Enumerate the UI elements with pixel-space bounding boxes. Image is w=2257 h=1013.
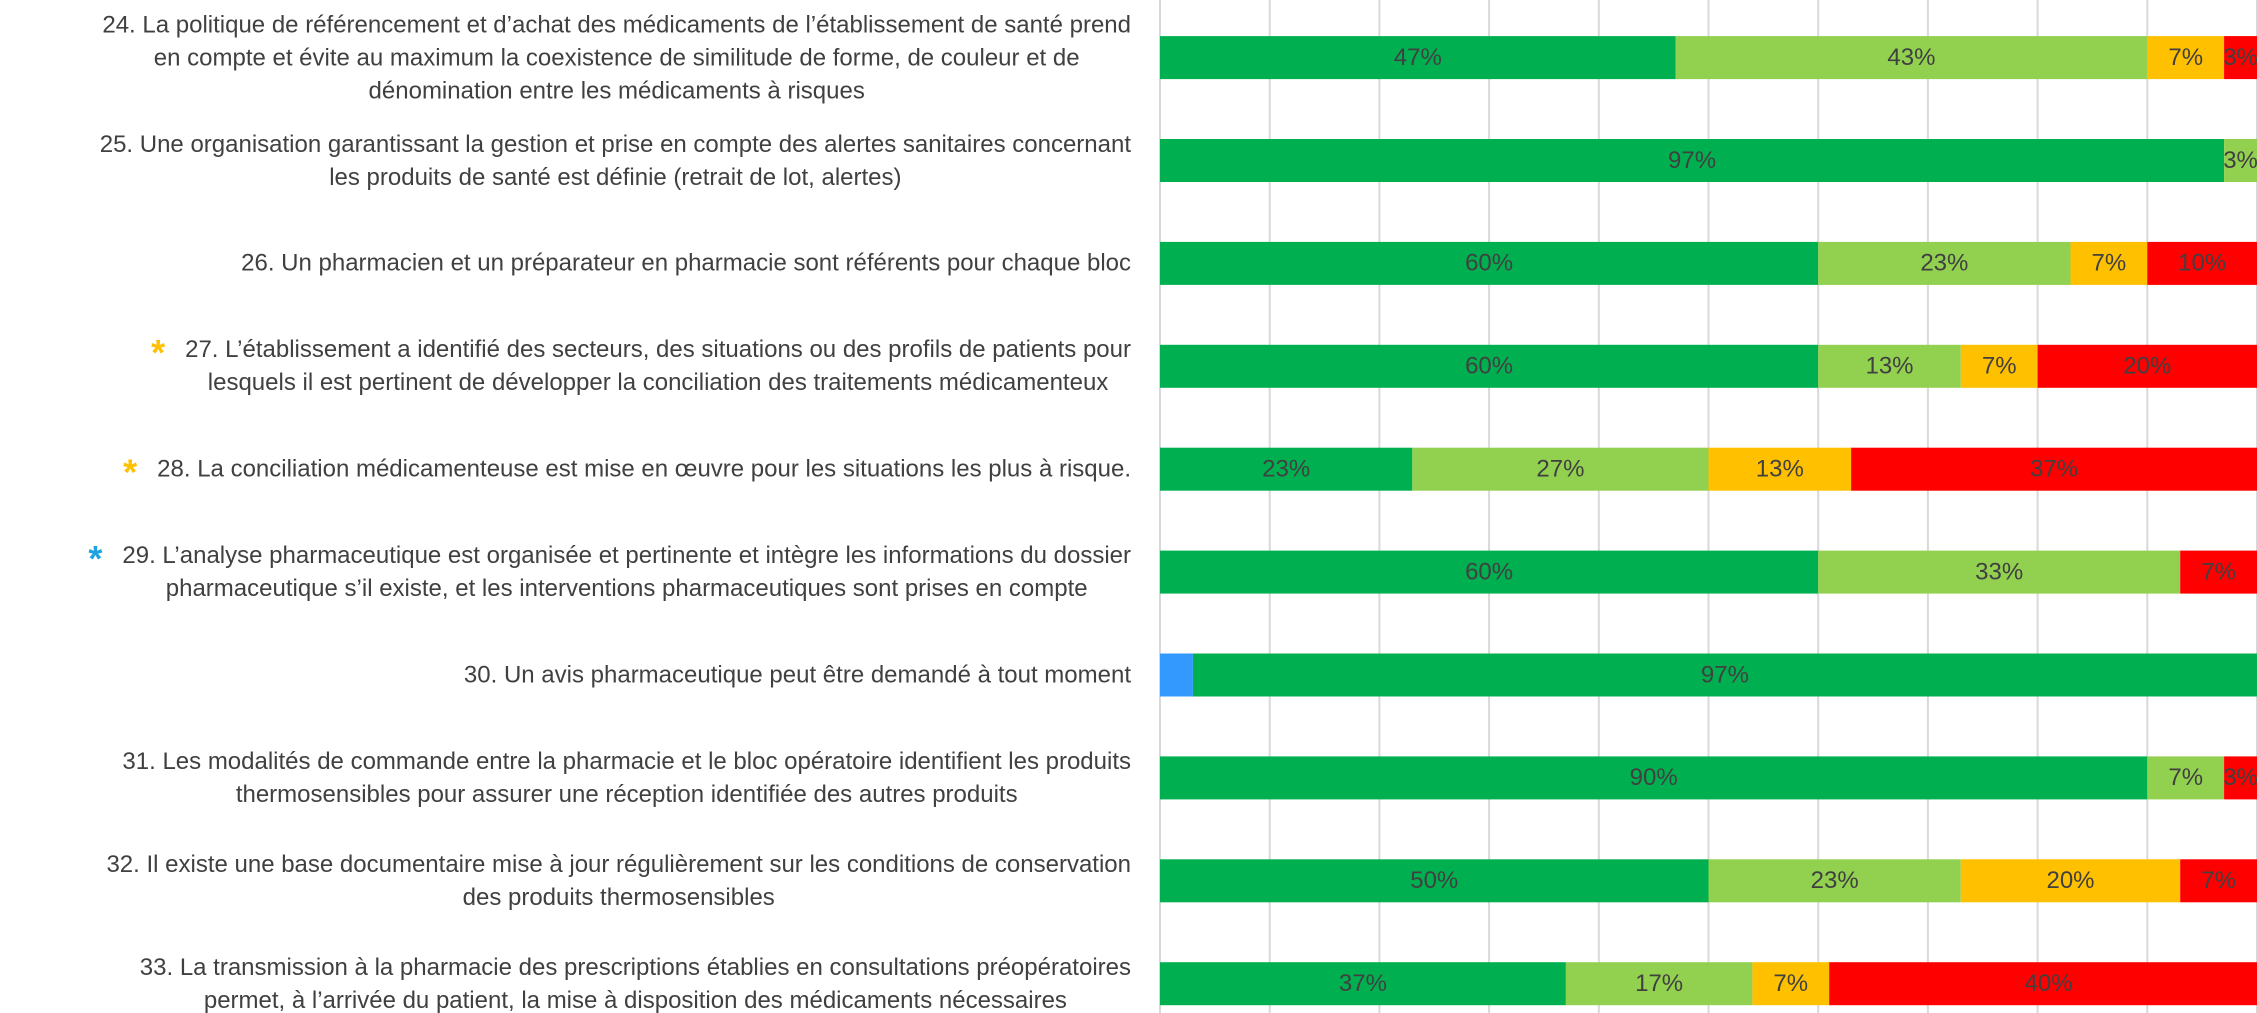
value-label: 23% (1811, 867, 1859, 894)
category-label: 26. Un pharmacien et un préparateur en p… (241, 247, 1131, 280)
category-text: 33. La transmission à la pharmacie des p… (139, 953, 1131, 1013)
bar-segment (2224, 756, 2257, 800)
value-label: 97% (1668, 147, 1716, 174)
bar-segment (1565, 962, 1753, 1006)
bar-segment (1160, 653, 1193, 697)
bar-segment (1160, 139, 2225, 182)
value-label: 37% (2030, 456, 2078, 483)
value-label: 37% (1339, 970, 1387, 997)
category-text: 24. La politique de référencement et d’a… (102, 11, 1131, 105)
value-label: 33% (1975, 558, 2023, 585)
bar-segment (1192, 653, 2257, 697)
bar-segment (1752, 962, 1830, 1006)
category-label: 27. L’établissement a identifié des sect… (151, 333, 1131, 399)
category-label: 25. Une organisation garantissant la ges… (100, 128, 1131, 194)
value-label: 27% (1536, 456, 1584, 483)
bar-segment (1708, 447, 1852, 491)
bar-segment (1160, 241, 1819, 285)
bar-segment (2037, 344, 2257, 388)
bar-segment (2147, 756, 2225, 800)
value-label: 13% (1865, 353, 1913, 380)
category-text: 32. Il existe une base documentaire mise… (106, 850, 1131, 911)
value-label: 60% (1465, 250, 1513, 277)
category-label: 32. Il existe une base documentaire mise… (106, 848, 1131, 914)
bars: 47% 43% 7% 3% 97% 3% 60% 23% 7% 10% 60% 13% 7% 20% 23%… (1160, 36, 2257, 1006)
category-label: 28. La conciliation médicamenteuse est m… (123, 452, 1131, 492)
bar-segment (1960, 344, 2038, 388)
bar-segment (1160, 344, 1819, 388)
bar-segment (1160, 36, 1676, 80)
value-label: 60% (1465, 353, 1513, 380)
category-label: 33. La transmission à la pharmacie des p… (140, 951, 1131, 1013)
value-label: 20% (2123, 353, 2171, 380)
value-label: 7% (2168, 44, 2203, 71)
marker: * (151, 332, 166, 374)
category-label: 31. Les modalités de commande entre la p… (122, 745, 1131, 811)
value-label: 13% (1756, 456, 1804, 483)
bar-segment (1675, 36, 2148, 80)
bar-segment (1960, 859, 2181, 903)
value-label: 23% (1262, 456, 1310, 483)
category-label: 30. Un avis pharmaceutique peut être dem… (464, 659, 1131, 692)
value-label: 7% (2201, 867, 2236, 894)
bar-segment (2180, 859, 2257, 903)
value-label: 60% (1465, 558, 1513, 585)
bar-segment (2147, 36, 2225, 80)
bar-segment (1708, 859, 1961, 903)
bar-segment (2224, 36, 2257, 80)
category-text: 29. L’analyse pharmaceutique est organis… (122, 542, 1131, 603)
bar-segment (1851, 447, 2257, 491)
value-label: 23% (1920, 250, 1968, 277)
value-label: 40% (2025, 970, 2073, 997)
category-text: 26. Un pharmacien et un préparateur en p… (241, 249, 1131, 277)
value-label: 7% (1773, 970, 1808, 997)
value-label: 7% (1982, 353, 2017, 380)
category-text: 27. L’établissement a identifié des sect… (185, 336, 1131, 397)
category-label: 24. La politique de référencement et d’a… (102, 8, 1131, 107)
bar-segment (1818, 550, 2181, 594)
bar-segment (2180, 550, 2257, 594)
value-label: 90% (1630, 764, 1678, 791)
category-text: 25. Une organisation garantissant la ges… (99, 130, 1131, 191)
category-text: 30. Un avis pharmaceutique peut être dem… (463, 661, 1131, 689)
category-text: 31. Les modalités de commande entre la p… (122, 747, 1131, 808)
category-label: 29. L’analyse pharmaceutique est organis… (88, 539, 1131, 605)
bar-segment (1412, 447, 1709, 491)
marker: * (88, 538, 103, 580)
category-text: 28. La conciliation médicamenteuse est m… (157, 455, 1131, 483)
value-label: 3% (2223, 44, 2257, 71)
bar-segment (2070, 241, 2148, 285)
value-label: 17% (1635, 970, 1683, 997)
value-label: 47% (1394, 44, 1442, 71)
bar-segment (2224, 139, 2257, 182)
bar-segment (1160, 447, 1413, 491)
value-label: 20% (2046, 867, 2094, 894)
value-label: 97% (1701, 661, 1749, 688)
value-label: 7% (2201, 558, 2236, 585)
bar-segment (1829, 962, 2257, 1006)
bar-segment (2147, 241, 2257, 285)
value-label: 3% (2223, 147, 2257, 174)
value-label: 10% (2178, 250, 2226, 277)
value-label: 7% (2092, 250, 2127, 277)
marker: * (123, 451, 138, 493)
bar-segment (1818, 241, 2071, 285)
value-label: 3% (2223, 764, 2257, 791)
bar-segment (1160, 962, 1566, 1006)
bar-segment (1160, 859, 1709, 903)
value-label: 7% (2168, 764, 2203, 791)
bar-segment (1160, 550, 1819, 594)
value-label: 43% (1887, 44, 1935, 71)
bar-segment (1160, 756, 2148, 800)
value-label: 50% (1410, 867, 1458, 894)
bar-segment (1818, 344, 1961, 388)
